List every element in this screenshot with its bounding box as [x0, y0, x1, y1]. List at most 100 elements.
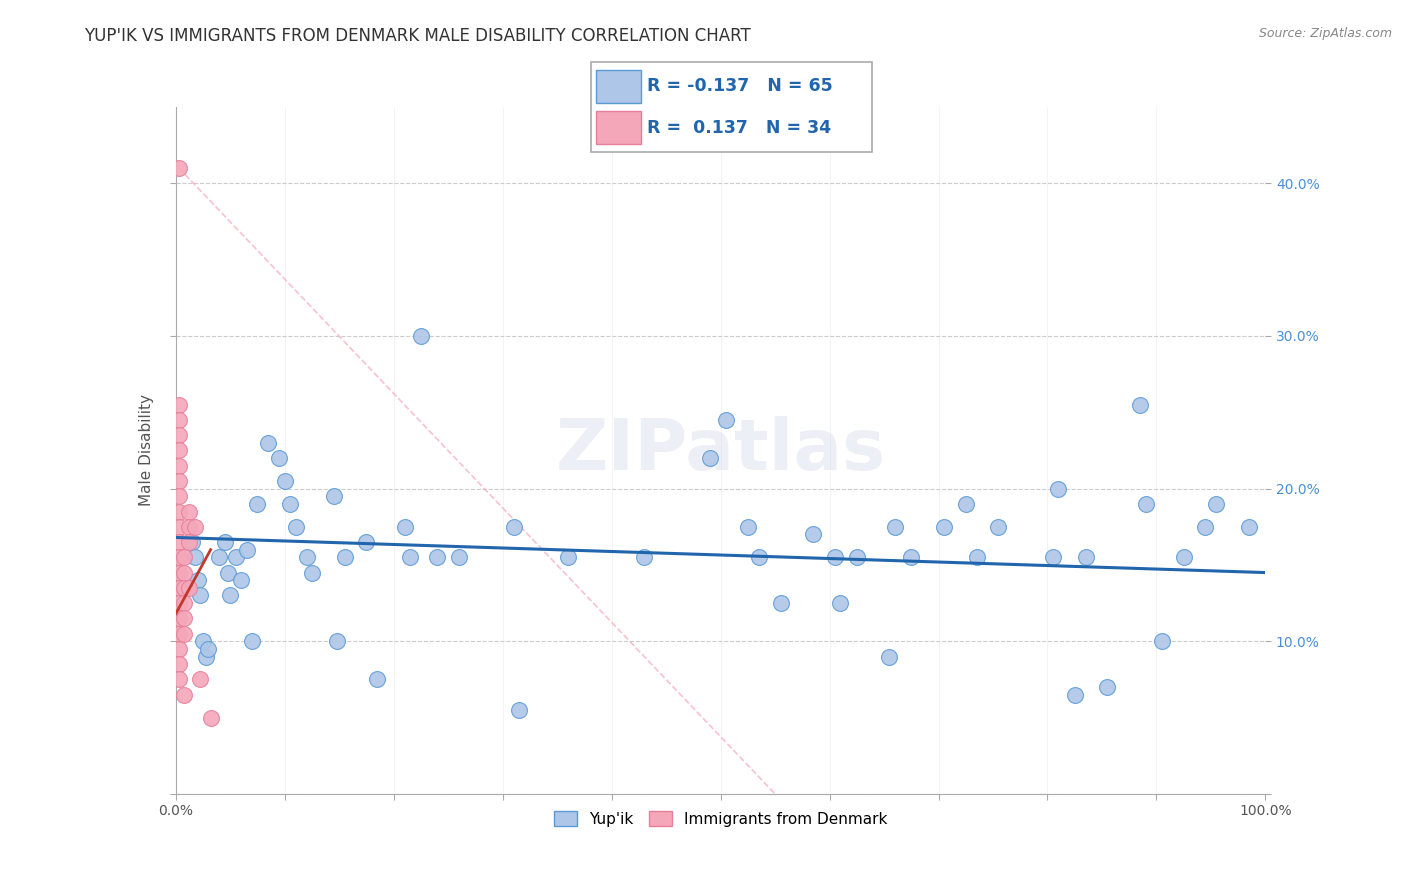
Point	[197, 641, 219, 656]
Point	[167, 428, 190, 442]
Point	[173, 581, 195, 595]
Point	[557, 550, 579, 565]
Point	[167, 413, 190, 427]
Point	[714, 413, 737, 427]
Point	[173, 611, 195, 625]
Point	[173, 596, 195, 610]
Point	[217, 566, 239, 580]
Point	[955, 497, 977, 511]
Point	[284, 520, 307, 534]
Point	[1150, 634, 1173, 648]
FancyBboxPatch shape	[596, 111, 641, 144]
Point	[240, 634, 263, 648]
Point	[184, 550, 207, 565]
Point	[737, 520, 759, 534]
Legend: Yup'ik, Immigrants from Denmark: Yup'ik, Immigrants from Denmark	[547, 803, 894, 834]
Point	[225, 550, 247, 565]
Point	[748, 550, 770, 565]
Point	[1173, 550, 1195, 565]
Text: Source: ZipAtlas.com: Source: ZipAtlas.com	[1258, 27, 1392, 40]
Point	[173, 550, 195, 565]
Point	[184, 520, 207, 534]
Point	[295, 550, 318, 565]
Point	[173, 626, 195, 640]
Point	[257, 435, 280, 450]
Point	[167, 626, 190, 640]
Point	[502, 520, 524, 534]
Point	[356, 535, 378, 549]
Point	[1237, 520, 1260, 534]
Point	[1205, 497, 1227, 511]
Point	[1135, 497, 1157, 511]
Point	[394, 520, 416, 534]
Point	[167, 161, 190, 175]
Point	[177, 520, 200, 534]
Point	[219, 589, 242, 603]
Point	[1129, 398, 1152, 412]
Point	[167, 489, 190, 503]
Point	[769, 596, 792, 610]
Point	[966, 550, 988, 565]
Point	[269, 451, 291, 466]
FancyBboxPatch shape	[591, 62, 872, 152]
Point	[167, 611, 190, 625]
Text: R = -0.137   N = 65: R = -0.137 N = 65	[647, 77, 832, 95]
Point	[326, 634, 349, 648]
Y-axis label: Male Disability: Male Disability	[139, 394, 155, 507]
Text: R =  0.137   N = 34: R = 0.137 N = 34	[647, 119, 831, 136]
Text: ZIPatlas: ZIPatlas	[555, 416, 886, 485]
Point	[830, 596, 852, 610]
Point	[188, 673, 211, 687]
Point	[900, 550, 922, 565]
Point	[195, 649, 218, 664]
Point	[188, 589, 211, 603]
Point	[987, 520, 1010, 534]
Point	[177, 581, 200, 595]
Point	[447, 550, 470, 565]
Point	[278, 497, 301, 511]
Point	[167, 398, 190, 412]
Point	[167, 520, 190, 534]
Point	[167, 504, 190, 518]
Point	[879, 649, 901, 664]
FancyBboxPatch shape	[596, 70, 641, 103]
Point	[824, 550, 846, 565]
Point	[366, 673, 388, 687]
Point	[208, 550, 231, 565]
Point	[167, 596, 190, 610]
Point	[633, 550, 655, 565]
Point	[173, 688, 195, 702]
Text: YUP'IK VS IMMIGRANTS FROM DENMARK MALE DISABILITY CORRELATION CHART: YUP'IK VS IMMIGRANTS FROM DENMARK MALE D…	[84, 27, 751, 45]
Point	[181, 535, 204, 549]
Point	[167, 443, 190, 458]
Point	[333, 550, 356, 565]
Point	[167, 581, 190, 595]
Point	[801, 527, 824, 541]
Point	[884, 520, 907, 534]
Point	[191, 634, 214, 648]
Point	[508, 703, 530, 717]
Point	[167, 550, 190, 565]
Point	[214, 535, 236, 549]
Point	[274, 474, 297, 488]
Point	[186, 573, 209, 587]
Point	[399, 550, 422, 565]
Point	[699, 451, 721, 466]
Point	[1074, 550, 1097, 565]
Point	[1097, 680, 1119, 694]
Point	[177, 535, 200, 549]
Point	[1194, 520, 1216, 534]
Point	[1047, 482, 1070, 496]
Point	[1063, 688, 1085, 702]
Point	[301, 566, 323, 580]
Point	[845, 550, 868, 565]
Point	[235, 542, 257, 557]
Point	[167, 641, 190, 656]
Point	[167, 535, 190, 549]
Point	[173, 566, 195, 580]
Point	[177, 504, 200, 518]
Point	[1042, 550, 1064, 565]
Point	[167, 474, 190, 488]
Point	[932, 520, 955, 534]
Point	[167, 657, 190, 672]
